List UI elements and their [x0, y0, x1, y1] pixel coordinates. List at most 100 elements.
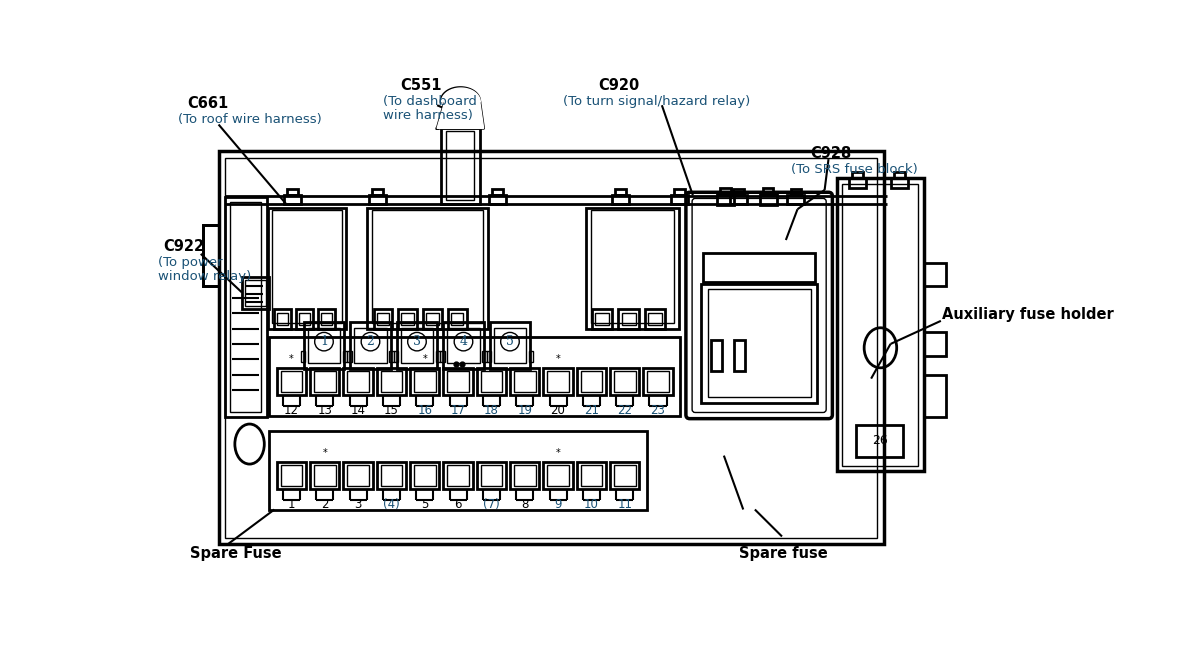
Text: 23: 23 — [651, 404, 665, 416]
Bar — [891, 179, 908, 188]
Text: *: * — [556, 448, 561, 458]
Text: 20: 20 — [551, 404, 565, 416]
Text: 9: 9 — [555, 498, 562, 511]
Text: 3: 3 — [355, 498, 362, 511]
Bar — [389, 351, 393, 362]
Bar — [448, 371, 469, 391]
Bar — [245, 280, 266, 306]
Text: *: * — [289, 354, 294, 364]
Text: 5: 5 — [506, 335, 514, 348]
Bar — [610, 462, 640, 489]
Bar — [444, 368, 473, 395]
Bar — [476, 462, 506, 489]
Bar — [310, 462, 339, 489]
Bar — [423, 309, 442, 329]
Bar — [924, 263, 946, 286]
Text: C551: C551 — [401, 78, 443, 93]
Text: 21: 21 — [583, 404, 599, 416]
Text: *: * — [322, 448, 327, 458]
Bar — [648, 313, 662, 325]
Bar — [544, 368, 573, 395]
Bar — [380, 465, 402, 486]
Text: 26: 26 — [872, 434, 888, 447]
Bar — [348, 351, 351, 362]
Bar — [343, 462, 373, 489]
Text: C661: C661 — [186, 96, 229, 111]
Text: 5: 5 — [421, 498, 428, 511]
Bar — [492, 189, 503, 194]
Bar — [510, 368, 539, 395]
Bar — [397, 322, 437, 370]
Bar — [230, 202, 261, 413]
Bar — [480, 371, 502, 391]
Bar — [448, 309, 467, 329]
Text: 15: 15 — [384, 404, 399, 416]
Text: C920: C920 — [598, 78, 640, 93]
Bar — [493, 328, 526, 363]
Bar — [788, 194, 805, 204]
Bar — [924, 332, 946, 355]
Bar — [490, 322, 531, 370]
Bar — [595, 313, 609, 325]
Text: 19: 19 — [517, 404, 532, 416]
Bar — [318, 309, 334, 329]
Bar — [852, 172, 863, 179]
Bar — [301, 351, 306, 362]
Text: Spare fuse: Spare fuse — [740, 546, 828, 561]
Bar — [354, 328, 386, 363]
Text: *: * — [422, 354, 427, 364]
Text: (To roof wire harness): (To roof wire harness) — [178, 113, 322, 126]
Bar — [304, 322, 344, 370]
Bar — [848, 179, 866, 188]
Bar — [733, 189, 743, 194]
Bar — [576, 462, 606, 489]
Bar — [444, 322, 484, 370]
Bar — [343, 368, 373, 395]
Bar — [451, 313, 463, 325]
Bar — [269, 337, 681, 416]
Bar — [380, 371, 402, 391]
Text: Spare Fuse: Spare Fuse — [190, 546, 282, 561]
Bar — [242, 277, 269, 309]
Text: (To dashboard: (To dashboard — [383, 96, 476, 108]
Bar — [614, 371, 635, 391]
Bar — [426, 313, 439, 325]
Bar — [790, 189, 801, 194]
Bar — [321, 313, 332, 325]
Bar — [369, 194, 386, 204]
Bar — [616, 189, 627, 194]
Bar — [448, 465, 469, 486]
Bar — [671, 194, 688, 204]
Bar — [759, 194, 777, 204]
Bar — [410, 462, 439, 489]
Text: 4: 4 — [460, 335, 468, 348]
Text: C922: C922 — [162, 239, 203, 254]
Text: 13: 13 — [318, 404, 332, 416]
Bar — [576, 368, 606, 395]
Bar — [592, 210, 674, 323]
Bar — [894, 172, 905, 179]
Bar — [510, 462, 539, 489]
Bar — [446, 130, 474, 200]
Bar — [717, 194, 734, 204]
Text: 3: 3 — [413, 335, 421, 348]
Bar — [674, 189, 686, 194]
Bar — [377, 368, 407, 395]
Text: 12: 12 — [284, 404, 298, 416]
Bar — [547, 465, 569, 486]
Bar — [448, 328, 480, 363]
Bar — [203, 225, 219, 286]
Bar — [707, 289, 811, 397]
Bar — [274, 309, 291, 329]
Bar — [225, 197, 267, 417]
Bar — [272, 210, 342, 323]
Text: 2: 2 — [321, 498, 328, 511]
Bar — [592, 309, 612, 329]
Text: window relay): window relay) — [158, 270, 251, 283]
Bar — [721, 188, 731, 194]
Bar — [314, 371, 336, 391]
Bar — [435, 351, 440, 362]
Bar — [401, 328, 433, 363]
Text: C928: C928 — [810, 146, 852, 161]
Bar — [393, 351, 398, 362]
